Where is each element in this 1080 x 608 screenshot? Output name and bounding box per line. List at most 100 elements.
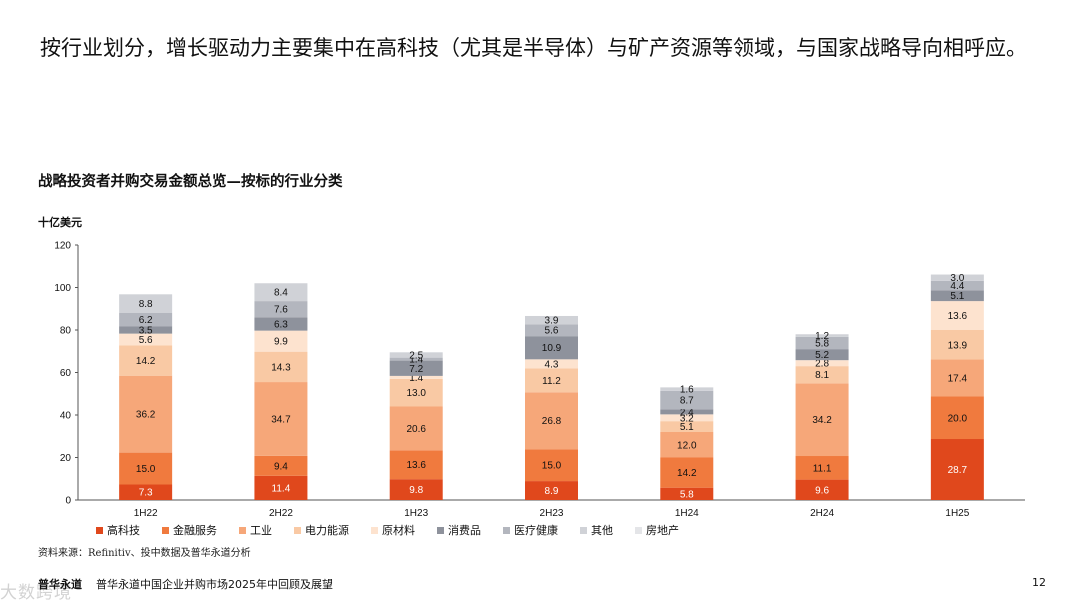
legend-label: 其他: [591, 524, 613, 537]
legend-label: 房地产: [646, 524, 679, 537]
bar-segment: [389, 352, 443, 358]
chart-legend: 高科技 金融服务 工业 电力能源 原材料 消费品 医疗健康 其他 房地产: [96, 522, 701, 538]
stacked-bar-chart: 0204060801001207.315.036.214.25.63.56.28…: [54, 241, 1025, 519]
headline: 按行业划分，增长驱动力主要集中在高科技（尤其是半导体）与矿产资源等领域，与国家战…: [40, 36, 1027, 60]
legend-swatch: [162, 526, 169, 534]
x-tick-label: 1H25: [945, 508, 969, 519]
data-label: 28.7: [948, 465, 968, 476]
data-label: 34.7: [271, 414, 291, 425]
bar-segment: [525, 392, 578, 450]
data-label: 13.6: [406, 460, 426, 471]
legend-item: 消费品: [437, 522, 481, 538]
data-label: 4.4: [950, 281, 964, 292]
data-label: 2.4: [680, 407, 694, 418]
legend-swatch: [294, 526, 301, 534]
data-label: 2.8: [815, 359, 829, 370]
watermark: 大数跨境: [0, 583, 72, 603]
bar-segment: [660, 457, 714, 488]
footer-title: 普华永道中国企业并购市场2025年中回顾及展望: [96, 578, 333, 591]
bar-segment: [930, 280, 984, 291]
legend-label: 原材料: [382, 524, 415, 537]
legend-swatch: [239, 526, 246, 534]
legend-swatch: [371, 526, 378, 534]
x-tick-label: 1H22: [134, 508, 158, 519]
legend-item: 金融服务: [162, 522, 217, 538]
bar-segment: [930, 301, 984, 330]
y-tick-label: 0: [65, 496, 71, 507]
legend-item: 医疗健康: [503, 522, 558, 538]
bar-segment: [119, 326, 173, 334]
bar-segment: [795, 360, 849, 367]
data-label: 26.8: [542, 416, 562, 427]
legend-swatch: [580, 526, 587, 534]
y-tick-label: 80: [60, 326, 72, 337]
bar-segment: [525, 324, 578, 337]
data-label: 5.6: [139, 335, 153, 346]
x-tick-label: 2H23: [540, 508, 564, 519]
data-label: 11.4: [272, 483, 291, 494]
bar-segment: [389, 378, 443, 407]
data-label: 11.1: [813, 463, 832, 474]
data-label: 3.2: [680, 413, 694, 424]
bar-segment: [930, 359, 984, 397]
data-label: 5.1: [680, 422, 694, 433]
bar-segment: [795, 456, 849, 480]
bar-segment: [254, 283, 308, 302]
bar-segment: [389, 479, 443, 500]
bar-segment: [119, 294, 173, 313]
data-label: 17.4: [948, 374, 968, 385]
legend-label: 医疗健康: [514, 524, 558, 537]
legend-label: 高科技: [107, 524, 140, 537]
data-label: 13.6: [948, 311, 968, 322]
data-label: 15.0: [542, 461, 562, 472]
data-label: 4.3: [545, 359, 559, 370]
data-label: 5.6: [545, 326, 559, 337]
bar-segment: [660, 421, 714, 432]
bar-segment: [795, 334, 849, 337]
bar-segment: [660, 387, 714, 391]
bar-segment: [525, 336, 578, 360]
bar-segment: [254, 382, 308, 456]
data-label: 14.2: [677, 468, 697, 479]
data-label: 14.2: [136, 356, 156, 367]
data-label: 1.4: [409, 373, 423, 384]
source-note: 资料来源：Refinitiv、投中数据及普华永道分析: [38, 548, 251, 559]
bar-segment: [525, 449, 578, 482]
data-label: 5.8: [815, 338, 829, 349]
data-label: 8.4: [274, 288, 288, 299]
data-label: 1.4: [409, 355, 423, 366]
bar-segment: [660, 432, 714, 458]
legend-item: 电力能源: [294, 522, 349, 538]
data-label: 14.3: [271, 362, 291, 373]
bar-segment: [119, 333, 173, 346]
bar-segment: [930, 290, 984, 302]
x-tick-label: 1H23: [404, 508, 428, 519]
data-label: 15.0: [136, 464, 156, 475]
data-label: 7.2: [409, 364, 423, 375]
data-label: 6.2: [139, 315, 153, 326]
data-label: 9.8: [409, 485, 423, 496]
data-label: 1.2: [815, 331, 829, 342]
bar-segment: [119, 484, 173, 500]
bar-segment: [389, 360, 443, 376]
data-label: 13.0: [406, 388, 426, 399]
data-label: 3.5: [139, 325, 153, 336]
bar-segment: [254, 317, 308, 331]
x-tick-label: 2H24: [810, 508, 834, 519]
bar-segment: [525, 368, 578, 393]
legend-item: 房地产: [635, 522, 679, 538]
bar-segment: [389, 406, 443, 451]
data-label: 11.2: [542, 376, 561, 387]
data-label: 12.0: [677, 440, 697, 451]
bar-segment: [254, 301, 308, 318]
bar-segment: [660, 414, 714, 422]
y-tick-label: 100: [54, 283, 71, 294]
data-label: 20.0: [948, 413, 968, 424]
legend-item: 工业: [239, 522, 272, 538]
data-label: 34.2: [812, 415, 832, 426]
legend-swatch: [437, 526, 444, 534]
data-label: 1.6: [680, 385, 694, 396]
data-label: 8.8: [139, 299, 153, 310]
data-label: 6.3: [274, 319, 288, 330]
data-label: 9.4: [274, 461, 288, 472]
